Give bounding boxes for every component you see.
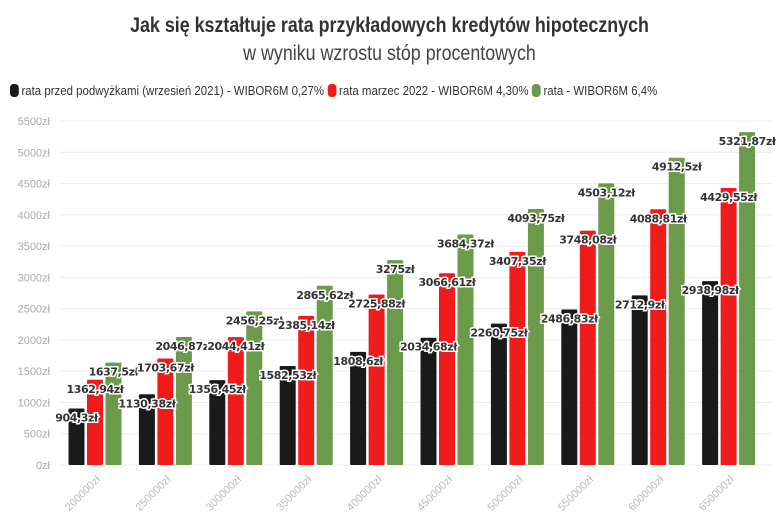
data-label: 2725,88zł (348, 298, 406, 311)
data-label: 4088,81zł (630, 212, 688, 225)
bar (668, 157, 685, 465)
bar (316, 285, 333, 465)
y-tick-label: 3500zł (18, 241, 51, 253)
bar (457, 234, 474, 465)
bar (368, 294, 385, 465)
data-label: 1703,67zł (137, 361, 195, 374)
legend-swatch (327, 84, 337, 97)
legend-swatch (10, 84, 19, 97)
x-tick-label: 450000zł (415, 473, 455, 513)
data-label: 1362,94zł (67, 383, 125, 396)
bar (579, 230, 596, 465)
data-label: 3748,08zł (559, 234, 617, 247)
bar (157, 358, 174, 465)
y-tick-label: 5000zł (18, 147, 51, 159)
data-label: 2865,62zł (296, 289, 354, 302)
bar (387, 260, 404, 465)
data-label: 2260,75zł (470, 327, 528, 340)
legend-item[interactable]: rata - WIBOR6M 6,4% (532, 83, 657, 98)
bar (87, 379, 103, 465)
data-label: 1356,45zł (189, 383, 247, 396)
x-tick-label: 400000zł (345, 473, 385, 513)
x-tick-label: 600000zł (626, 473, 666, 513)
bar (105, 362, 122, 465)
y-tick-label: 2500zł (18, 304, 51, 316)
bar (227, 337, 244, 465)
x-tick-label: 350000zł (274, 473, 314, 513)
data-label: 1637,5zł (89, 366, 140, 379)
x-tick-label: 300000zł (204, 473, 244, 513)
data-label: 1808,6zł (333, 355, 384, 368)
y-tick-label: 0zł (36, 460, 51, 472)
bar (246, 311, 263, 465)
bar (650, 209, 667, 465)
bar (138, 394, 155, 465)
bar (509, 251, 526, 465)
chart-title: Jak się kształtuje rata przykładowych kr… (130, 14, 649, 37)
data-label: 3407,35zł (489, 255, 547, 268)
bar (490, 323, 507, 465)
bar (420, 337, 437, 465)
bar (439, 273, 455, 465)
legend-label: rata przed podwyżkami (wrzesień 2021) - … (21, 83, 325, 98)
data-label: 904,3zł (55, 411, 99, 424)
x-tick-label: 200000zł (63, 473, 103, 513)
bar (175, 336, 192, 465)
data-label: 1582,53zł (259, 369, 317, 382)
y-tick-label: 5500zł (18, 116, 51, 128)
bar (527, 208, 544, 466)
data-label: 5321,87zł (719, 135, 777, 148)
data-label: 4503,12zł (578, 186, 636, 199)
legend-item[interactable]: rata przed podwyżkami (wrzesień 2021) - … (10, 83, 324, 98)
data-label: 2046,87zł (155, 340, 213, 353)
data-label: 3684,37zł (437, 238, 495, 251)
y-tick-label: 2000zł (18, 335, 51, 347)
data-label: 3066,61zł (419, 276, 477, 289)
bar (561, 309, 578, 465)
data-label: 3275zł (376, 263, 416, 276)
bar (631, 295, 648, 465)
data-label: 2938,98zł (682, 284, 740, 297)
data-label: 2044,41zł (207, 340, 265, 353)
bar (209, 380, 226, 465)
x-tick-label: 500000zł (485, 473, 525, 513)
bar (720, 187, 737, 465)
data-label: 4093,75zł (507, 212, 565, 225)
bar (298, 315, 315, 465)
bar (350, 351, 367, 465)
bar (702, 281, 719, 465)
bar (598, 183, 615, 465)
x-tick-label: 550000zł (556, 473, 596, 513)
legend-label: rata marzec 2022 - WIBOR6M 4,30% (339, 83, 529, 98)
legend-item[interactable]: rata marzec 2022 - WIBOR6M 4,30% (327, 83, 529, 98)
legend: rata przed podwyżkami (wrzesień 2021) - … (10, 83, 657, 98)
bar (739, 132, 756, 465)
x-tick-label: 250000zł (133, 473, 173, 513)
y-tick-label: 4000zł (18, 210, 51, 222)
data-label: 2456,25zł (226, 314, 284, 327)
y-tick-label: 3000zł (18, 272, 51, 284)
y-tick-label: 1500zł (18, 366, 51, 378)
data-label: 2385,14zł (278, 319, 336, 332)
bar (279, 366, 296, 465)
data-label: 4912,5zł (652, 161, 703, 174)
y-tick-label: 500zł (24, 429, 51, 441)
y-tick-label: 1000zł (18, 397, 51, 409)
data-label: 2712,9zł (615, 298, 666, 311)
bar (68, 408, 85, 465)
data-label: 2034,68zł (400, 341, 458, 354)
legend-swatch (532, 84, 541, 97)
data-label: 4429,55zł (700, 191, 758, 204)
legend-label: rata - WIBOR6M 6,4% (543, 83, 658, 98)
x-tick-label: 650000zł (697, 473, 737, 513)
y-tick-label: 4500zł (18, 179, 51, 191)
data-label: 2486,83zł (541, 312, 599, 325)
chart-subtitle: w wyniku wzrostu stóp procentowych (243, 42, 536, 65)
data-label: 1130,38zł (118, 397, 176, 410)
